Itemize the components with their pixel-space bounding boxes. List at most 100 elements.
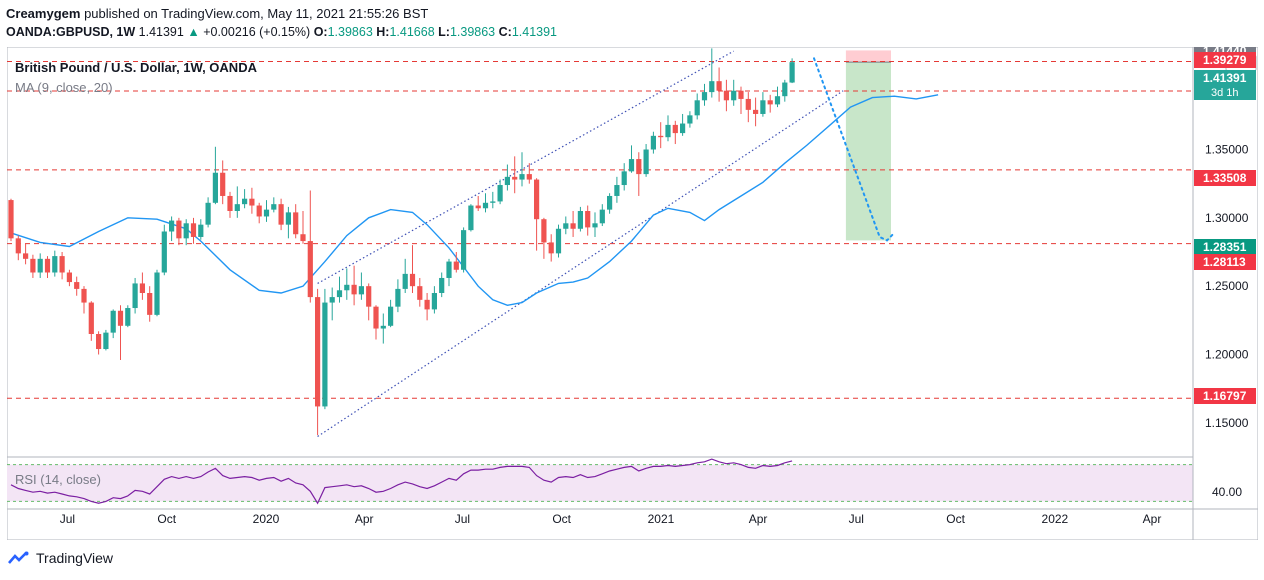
candle-body xyxy=(628,159,635,172)
candle-body xyxy=(147,293,153,315)
candle-body xyxy=(614,185,620,196)
footer: TradingView xyxy=(8,550,113,566)
candle-body xyxy=(563,223,569,229)
time-tick-label: Oct xyxy=(552,512,571,526)
price-label-text: 1.41391 xyxy=(1203,71,1247,85)
candle-body xyxy=(475,205,481,209)
position-tool[interactable] xyxy=(845,50,891,241)
legend-rsi[interactable]: RSI (14, close) xyxy=(15,472,101,487)
chart-svg[interactable]: 1.15000 1.20000 1.25000 1.30000 1.35000 40.00… xyxy=(6,43,1259,541)
candle-body xyxy=(577,211,583,229)
candle-body xyxy=(439,277,445,293)
stop-loss-zone[interactable] xyxy=(845,50,891,63)
candle-body xyxy=(37,258,43,273)
candle-body xyxy=(497,185,503,202)
candle-body xyxy=(293,212,299,235)
candlesticks xyxy=(8,48,795,436)
time-tick-label: Apr xyxy=(1143,512,1162,526)
time-tick-label: 2020 xyxy=(253,512,280,526)
candle-body xyxy=(351,284,357,295)
bar-countdown-text: 3d 1h xyxy=(1211,87,1239,99)
candle-body xyxy=(132,283,138,309)
candle-body xyxy=(285,212,291,225)
candle-body xyxy=(789,62,795,83)
projection-path[interactable] xyxy=(813,57,896,242)
author-name[interactable]: Creamygem xyxy=(6,6,81,21)
candle-body xyxy=(139,283,145,293)
candle-body xyxy=(110,310,116,333)
candle-body xyxy=(169,220,175,232)
channel-upper-line[interactable] xyxy=(317,50,734,284)
price-label-box xyxy=(1194,70,1256,100)
channel-lower-line[interactable] xyxy=(317,90,844,438)
candle-body xyxy=(395,288,401,307)
candle-body xyxy=(526,174,532,180)
candle-body xyxy=(161,231,167,273)
candle-body xyxy=(263,209,270,217)
close-value: 1.41391 xyxy=(511,25,558,39)
candle-body xyxy=(709,81,715,93)
candle-body xyxy=(322,302,328,407)
candle-body xyxy=(315,297,321,407)
candle-body xyxy=(242,198,248,205)
price-tick-label: 1.15000 xyxy=(1205,416,1249,430)
candle-body xyxy=(512,176,518,180)
candle-body xyxy=(468,205,474,231)
price-label-box xyxy=(1194,254,1256,270)
price-label-text: 1.28351 xyxy=(1203,240,1247,254)
tradingview-logo-icon[interactable] xyxy=(8,551,30,565)
change-arrow-icon: ▲ xyxy=(187,25,200,39)
candle-body xyxy=(125,308,131,326)
chart-area[interactable]: 1.15000 1.20000 1.25000 1.30000 1.35000 40.00… xyxy=(6,43,1259,541)
candle-body xyxy=(431,293,437,310)
candle-body xyxy=(30,258,36,273)
time-tick-label: Oct xyxy=(157,512,176,526)
candle-body xyxy=(482,202,489,209)
rsi-series xyxy=(10,458,793,505)
take-profit-zone[interactable] xyxy=(845,62,891,241)
time-tick-label: Apr xyxy=(749,512,768,526)
candle-body xyxy=(519,174,525,180)
legend-ma[interactable]: MA (9, close, 20) xyxy=(15,80,113,95)
candle-body xyxy=(745,98,751,110)
candle-body xyxy=(52,256,58,273)
candle-body xyxy=(44,258,51,273)
candle-body xyxy=(271,204,277,210)
candle-body xyxy=(453,261,459,270)
projection-line[interactable] xyxy=(813,57,896,242)
candle-body xyxy=(716,81,722,91)
high-label: H: xyxy=(376,25,390,39)
candle-body xyxy=(373,306,379,329)
chart-frame xyxy=(6,46,1259,541)
candle-body xyxy=(446,261,452,278)
price-label-box xyxy=(1194,52,1256,68)
symbol-name[interactable]: OANDA:GBPUSD, 1W xyxy=(6,25,136,39)
candle-body xyxy=(66,272,72,283)
candle-body xyxy=(760,100,766,114)
low-label: L: xyxy=(438,25,450,39)
candle-body xyxy=(190,223,197,237)
ascending-channel[interactable] xyxy=(317,50,844,438)
rsi-pane[interactable] xyxy=(7,456,1193,502)
candle-body xyxy=(731,90,737,101)
rsi-band-fill xyxy=(7,464,1193,502)
candle-body xyxy=(621,171,627,186)
candle-body xyxy=(380,325,386,329)
candle-body xyxy=(409,273,416,287)
candle-body xyxy=(701,92,708,101)
brand-name[interactable]: TradingView xyxy=(36,550,114,566)
time-tick-label: 2021 xyxy=(648,512,675,526)
candle-body xyxy=(607,195,613,210)
candle-body xyxy=(183,223,189,239)
candle-body xyxy=(227,195,233,211)
candle-body xyxy=(555,228,562,254)
time-axis[interactable]: Jul Oct 2020 Apr Jul Oct 2021 Apr Jul Oct 2022 Apr xyxy=(60,512,1162,526)
open-value: 1.39863 xyxy=(327,25,373,39)
candle-body xyxy=(636,159,642,175)
time-tick-label: 2022 xyxy=(1042,512,1069,526)
candle-body xyxy=(329,297,335,303)
price-label-box xyxy=(1194,388,1256,404)
candle-body xyxy=(59,256,65,273)
legend-title[interactable]: British Pound / U.S. Dollar, 1W, OANDA xyxy=(15,60,258,75)
